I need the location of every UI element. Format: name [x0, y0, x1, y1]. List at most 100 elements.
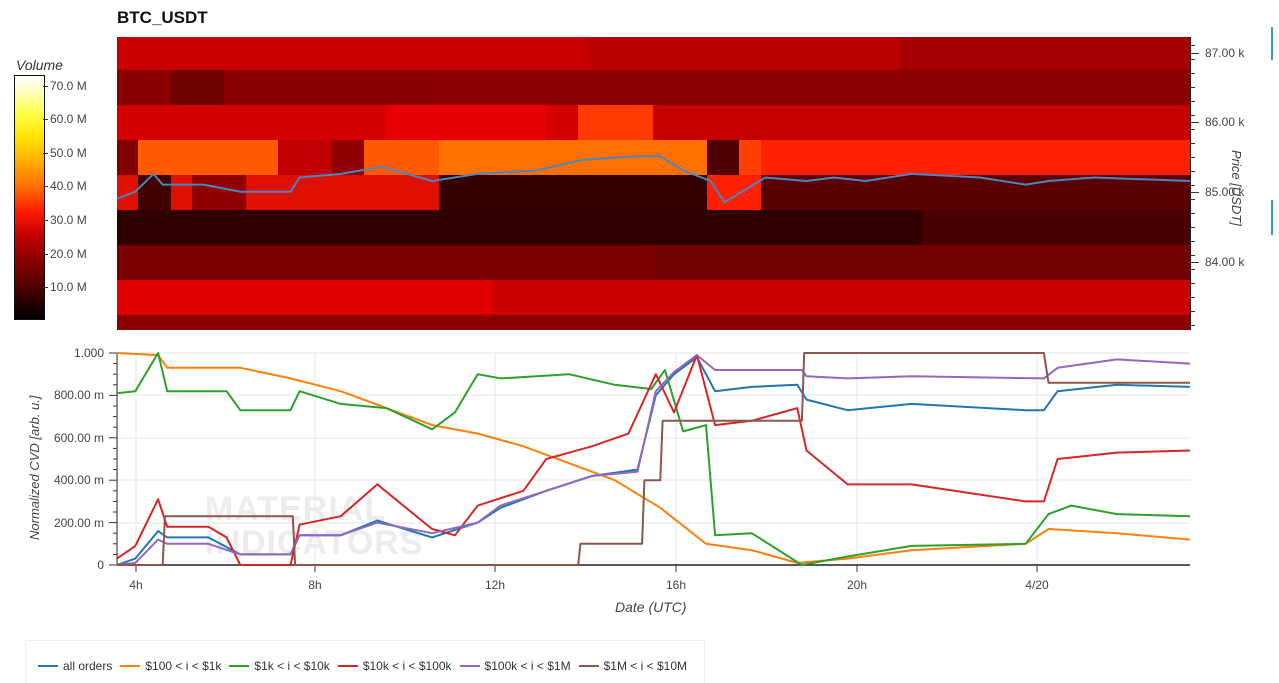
heatmap-band [117, 280, 1190, 315]
heatmap-cell [117, 140, 139, 175]
colorbar-tick-label: 50.0 M [50, 146, 87, 160]
legend-item[interactable]: $1k < i < $10k [225, 659, 330, 673]
cvd-tick-label: 600.00 m [53, 431, 104, 445]
legend-label: $100k < i < $1M [484, 659, 571, 673]
legend-label: $1k < i < $10k [254, 659, 330, 673]
heatmap-cell [192, 175, 246, 210]
cvd-tick-label: 1.000 [73, 346, 104, 360]
price-minor-tick [1190, 185, 1195, 186]
legend-label: $10k < i < $100k [362, 659, 452, 673]
legend-item[interactable]: all orders [34, 659, 112, 673]
price-tick-label: 84.00 k [1205, 255, 1245, 269]
legend-item[interactable]: $10k < i < $100k [334, 659, 452, 673]
price-minor-tick [1190, 143, 1195, 144]
legend-item[interactable]: $100 < i < $1k [116, 659, 221, 673]
legend-swatch-icon [578, 665, 599, 667]
colorbar-tick [43, 153, 48, 154]
price-minor-tick [1190, 325, 1195, 326]
legend-label: $100 < i < $1k [145, 659, 222, 673]
heatmap-cell [138, 175, 171, 210]
legend-swatch-icon [229, 665, 250, 667]
series-line [116, 352, 1191, 564]
colorbar-tick [43, 86, 48, 87]
x-tick-label: 12h [484, 578, 506, 592]
cvd-line-chart[interactable] [109, 352, 1191, 572]
watermark: MATERIAL INDICATORS [205, 492, 423, 560]
scroll-indicator-top[interactable] [1271, 27, 1273, 60]
heatmap-cell [492, 280, 1190, 315]
legend-swatch-icon [38, 665, 58, 667]
colorbar-tick [43, 220, 48, 221]
cvd-y-axis-title: Normalized CVD [arb. u.] [27, 395, 42, 541]
x-tick-label: 20h [846, 578, 868, 592]
colorbar-tick-label: 60.0 M [50, 112, 87, 126]
price-minor-tick [1190, 59, 1195, 60]
price-minor-tick [1190, 297, 1195, 298]
heatmap-cell [578, 105, 654, 140]
price-minor-tick [1190, 73, 1195, 74]
cvd-tick-label: 0 [97, 558, 104, 572]
heatmap-cell [170, 70, 225, 105]
legend-item[interactable]: $1M < i < $10M [575, 659, 687, 673]
legend-label: all orders [63, 659, 113, 673]
price-minor-tick [1190, 115, 1195, 116]
legend-swatch-icon [120, 665, 141, 667]
x-tick-label: 4h [129, 578, 143, 592]
heatmap-cell [277, 140, 332, 175]
heatmap-cell [438, 70, 1190, 105]
colorbar-tick [43, 287, 48, 288]
price-minor-tick [1190, 255, 1195, 256]
price-minor-tick [1190, 213, 1195, 214]
x-tick-label: 16h [665, 578, 687, 592]
price-minor-tick [1190, 87, 1195, 88]
heatmap-cell [117, 280, 493, 315]
series-line [117, 352, 1190, 566]
colorbar-tick-label: 20.0 M [50, 247, 87, 261]
chart-title: BTC_USDT [117, 8, 208, 27]
price-major-tick [1190, 53, 1199, 54]
colorbar-tick-label: 10.0 M [50, 280, 87, 294]
heatmap-band [117, 210, 1190, 245]
legend-item[interactable]: $100k < i < $1M [456, 659, 571, 673]
price-minor-tick [1190, 171, 1195, 172]
price-minor-tick [1190, 283, 1195, 284]
cvd-tick-label: 400.00 m [53, 473, 104, 487]
series-line [116, 352, 1191, 566]
legend: all orders $100 < i < $1k $1k < i < $10k $1… [25, 640, 705, 683]
watermark-line-1: MATERIAL [205, 490, 387, 528]
price-tick-label: 87.00 k [1205, 46, 1245, 60]
colorbar-tick [43, 186, 48, 187]
x-tick-label: 4/20 [1025, 578, 1049, 592]
heatmap-cell [921, 210, 1190, 245]
cvd-tick-label: 800.00 m [53, 388, 104, 402]
colorbar-tick [43, 119, 48, 120]
heatmap-band [117, 70, 1190, 105]
volume-colorbar [14, 75, 45, 320]
scroll-indicator-bottom[interactable] [1271, 200, 1273, 235]
heatmap-cell [385, 105, 547, 140]
price-minor-tick [1190, 45, 1195, 46]
heatmap-band [117, 37, 1190, 70]
legend-swatch-icon [459, 665, 480, 667]
heatmap-band [117, 315, 1190, 330]
heatmap-cell [331, 140, 364, 175]
heatmap-cell [760, 175, 1190, 210]
colorbar-tick-label: 30.0 M [50, 213, 87, 227]
heatmap-cell [900, 37, 1190, 70]
cvd-tick-label: 200.00 m [53, 516, 104, 530]
price-major-tick [1190, 262, 1199, 263]
colorbar-title: Volume [16, 57, 63, 73]
x-tick-label: 8h [308, 578, 322, 592]
price-tick-label: 85.00 k [1205, 185, 1245, 199]
legend-swatch-icon [337, 665, 358, 667]
price-minor-tick [1190, 227, 1195, 228]
colorbar-tick-label: 70.0 M [50, 79, 87, 93]
heatmap-cell [653, 105, 1190, 140]
price-minor-tick [1190, 101, 1195, 102]
price-major-tick [1190, 192, 1199, 193]
x-axis-title: Date (UTC) [615, 599, 687, 615]
colorbar-tick-label: 40.0 M [50, 179, 87, 193]
price-major-tick [1190, 122, 1199, 123]
price-minor-tick [1190, 311, 1195, 312]
price-minor-tick [1190, 129, 1195, 130]
